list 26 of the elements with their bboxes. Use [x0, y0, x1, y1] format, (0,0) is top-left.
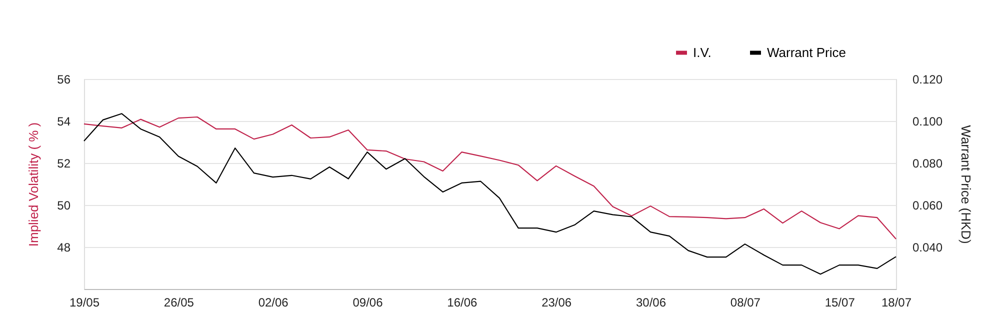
x-tick-label: 02/06 [258, 296, 289, 310]
y2-axis-title: Warrant Price (HKD) [958, 125, 974, 244]
x-tick-label: 23/06 [542, 296, 572, 310]
x-tick-label: 26/05 [164, 296, 194, 310]
line-series [83, 116, 897, 240]
y2-tick-label: 0.080 [912, 156, 943, 170]
x-tick-label: 09/06 [352, 296, 384, 310]
y2-tick-label: 0.120 [912, 72, 943, 86]
x-tick-label: 19/05 [69, 296, 100, 310]
y-axis-title: Implied Volatility ( % ) [26, 122, 42, 247]
y-tick-label: 54 [57, 114, 71, 128]
x-tick-label: 18/07 [881, 296, 912, 310]
y-tick-label: 48 [57, 240, 71, 254]
y2-tick-label: 0.100 [912, 114, 943, 128]
y2-tick-label: 0.060 [912, 198, 943, 212]
x-tick-label: 15/07 [824, 296, 856, 310]
x-tick-label: 16/06 [447, 296, 478, 310]
y-tick-label: 52 [57, 156, 71, 170]
x-tick-label: 08/07 [730, 296, 761, 310]
y-tick-label: 50 [57, 198, 71, 212]
y2-tick-label: 0.040 [912, 240, 943, 254]
x-tick-label: 30/06 [636, 296, 666, 310]
line-series [83, 113, 897, 275]
y-tick-label: 56 [57, 72, 71, 86]
legend-label: Warrant Price [767, 44, 846, 60]
legend-label: I.V. [693, 44, 712, 60]
